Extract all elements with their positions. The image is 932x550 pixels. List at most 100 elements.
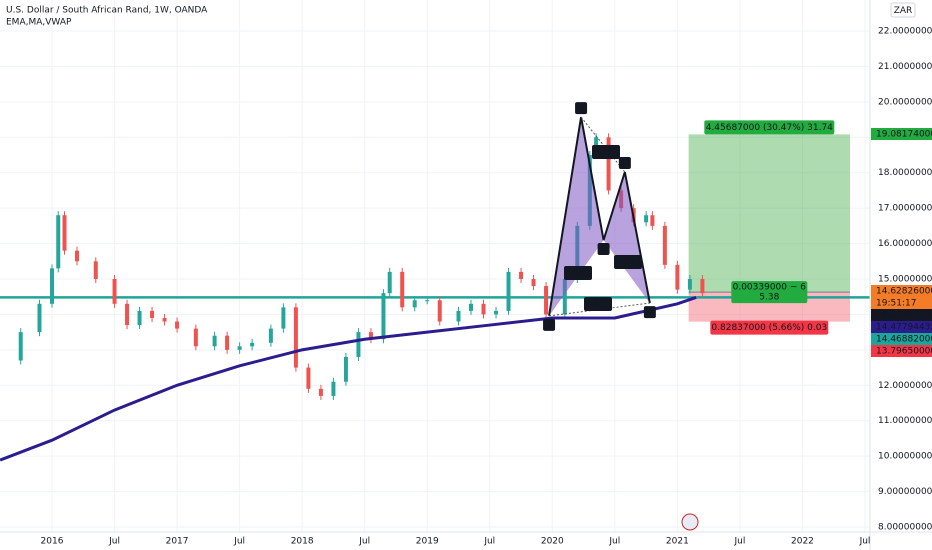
profit-zone	[688, 134, 850, 293]
position-label: 4.45687000 (30.47%) 31.74	[706, 123, 833, 133]
candle	[268, 328, 273, 343]
pattern-point-label: A	[578, 104, 585, 114]
price-tick-label: 10.00000000	[878, 452, 932, 462]
candle	[212, 335, 217, 347]
time-tick-label: Jul	[608, 537, 620, 547]
candle	[250, 342, 255, 347]
candle	[162, 317, 167, 322]
price-label: 14.47794435	[876, 323, 932, 333]
candle	[193, 328, 198, 347]
time-tick-label: 2017	[166, 537, 189, 547]
time-tick-label: Jul	[733, 537, 745, 547]
time-tick-label: 2016	[41, 537, 64, 547]
candle	[606, 137, 611, 191]
candle	[469, 303, 474, 311]
pattern-ratio-line	[548, 302, 650, 317]
currency-label[interactable]: ZAR	[894, 6, 913, 16]
position-label-box	[710, 320, 829, 335]
price-label: 13.79650000	[876, 347, 932, 357]
candle	[125, 303, 130, 326]
time-tick-label: Jul	[108, 537, 120, 547]
candle	[519, 271, 524, 279]
candle	[662, 225, 667, 265]
price-tick-label: 9.00000000	[878, 487, 932, 497]
time-tick-label: Jul	[233, 537, 245, 547]
candle	[687, 279, 692, 290]
position-label: 0.00339000 ~ 6	[733, 283, 807, 293]
price-tick-label: 18.00000000	[878, 168, 932, 178]
candle	[56, 215, 61, 269]
pattern-point-box	[618, 157, 631, 170]
symbol-title: U.S. Dollar / South African Rand, 1W, OA…	[6, 6, 208, 16]
plot: 0.482 0.557 2.227 0.886 X A B C D 4.45687000 (30.…	[0, 102, 870, 462]
candle	[137, 310, 142, 326]
candle	[306, 367, 311, 389]
ratio-label: 0.886	[585, 300, 611, 310]
candle	[506, 271, 511, 311]
price-label-box	[871, 345, 932, 357]
price-label: 19.08174000	[876, 130, 932, 140]
pattern-point-box	[543, 318, 556, 331]
ratio-label: 0.482	[593, 148, 619, 158]
price-tick-label: 8.00000000	[878, 523, 932, 533]
candle	[62, 215, 67, 251]
candle	[93, 261, 98, 279]
candle	[481, 303, 486, 315]
candle	[343, 356, 348, 382]
candle	[368, 332, 373, 340]
price-label-box	[871, 285, 932, 297]
pattern-point-box	[575, 102, 588, 115]
price-label-box	[871, 297, 932, 309]
candle	[50, 268, 54, 304]
price-tick-label: 21.00000000	[878, 62, 932, 72]
price-tick-label: 20.00000000	[878, 97, 932, 107]
time-tick-label: 2020	[541, 537, 564, 547]
candle	[700, 279, 705, 294]
price-tick-label: 11.00000000	[878, 416, 932, 426]
candle	[356, 332, 361, 357]
price-label-box	[871, 309, 932, 321]
candle	[494, 310, 499, 315]
candle	[531, 279, 536, 287]
time-tick-label: Jul	[358, 537, 370, 547]
event-icon[interactable]	[681, 513, 699, 531]
position-label: 0.82837000 (5.66%) 0.03	[711, 323, 827, 333]
ratio-box	[584, 297, 612, 311]
price-tick-label: 17.00000000	[878, 204, 932, 214]
pattern-legs	[548, 116, 651, 317]
candle	[318, 388, 323, 396]
candle	[237, 346, 242, 350]
ratio-box	[592, 145, 620, 159]
candle	[293, 307, 298, 368]
candle	[150, 310, 155, 318]
moving-average	[0, 296, 697, 462]
time-tick-label: Jul	[483, 537, 495, 547]
price-label-box	[871, 321, 932, 333]
axes: 22.0000000021.0000000020.0000000019.0000…	[41, 27, 932, 547]
ratio-label: 0.557	[565, 269, 591, 279]
pattern-point-box	[597, 243, 610, 256]
pattern-point-label: B	[600, 245, 606, 255]
candle	[650, 215, 655, 226]
candle	[644, 215, 649, 223]
position-label: 5.38	[759, 293, 779, 303]
candle	[112, 279, 117, 304]
candle	[437, 300, 442, 322]
candle	[37, 303, 42, 333]
candle	[387, 271, 392, 294]
time-tick-label: 2018	[291, 537, 314, 547]
indicators: EMA,MA,VWAP	[6, 18, 72, 28]
pattern-point-label: C	[622, 159, 628, 169]
time-tick-label: Jul	[859, 537, 871, 547]
pattern-point-label: X	[546, 320, 552, 330]
position-label-box	[704, 120, 835, 135]
price-label: 14.62487000	[876, 311, 932, 321]
price-label: 14.62826000	[876, 287, 932, 297]
currency-button[interactable]	[890, 2, 916, 18]
grid	[0, 0, 870, 532]
candle	[381, 293, 386, 340]
price-tick-label: 16.00000000	[878, 239, 932, 249]
candle	[400, 271, 405, 308]
ratio-box	[614, 255, 642, 269]
